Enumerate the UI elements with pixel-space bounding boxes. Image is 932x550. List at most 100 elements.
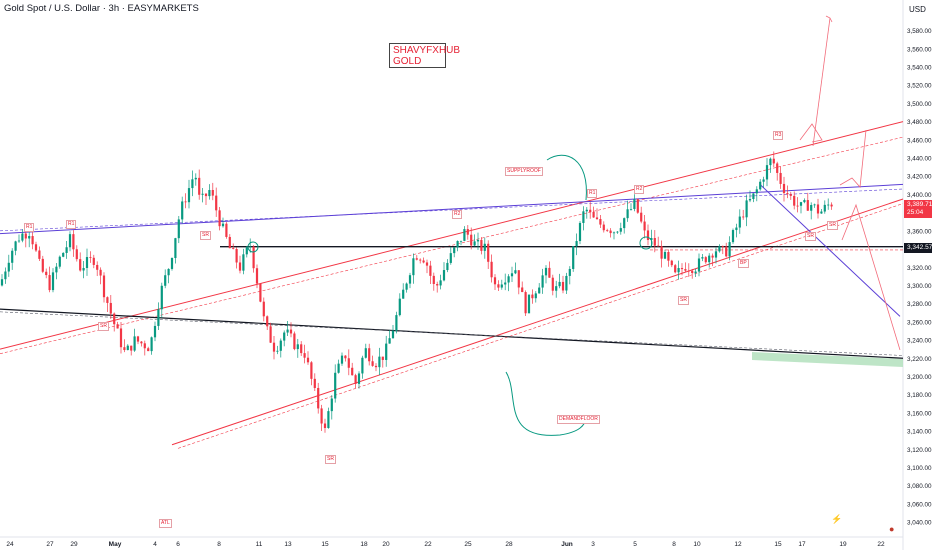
- currency-label[interactable]: USD: [909, 5, 926, 14]
- x-tick-label: 25: [464, 541, 472, 548]
- candle-body: [374, 365, 378, 368]
- candle-body: [116, 324, 119, 329]
- candle-body: [538, 287, 541, 294]
- candle-body: [75, 249, 78, 260]
- candle-body: [259, 283, 262, 302]
- candle-countdown: 25:04: [907, 209, 924, 216]
- candle-body: [238, 262, 242, 271]
- candle-body: [820, 211, 823, 214]
- candle-body: [483, 243, 486, 251]
- candle-body: [806, 200, 809, 211]
- candle-body: [755, 189, 758, 194]
- candle-body: [419, 259, 422, 261]
- price-axis: 3,040.00 3,060.00 3,080.00 3,100.00 3,120.00…: [907, 28, 932, 527]
- candle-body: [174, 238, 177, 259]
- candle-body: [653, 238, 656, 246]
- us-flag-icon[interactable]: ●: [889, 524, 895, 534]
- candle-body: [143, 343, 146, 349]
- candle-body: [531, 294, 534, 299]
- x-tick-label: 28: [505, 541, 513, 548]
- candle-body: [510, 273, 514, 277]
- sr-label-right-2: SR: [827, 221, 838, 230]
- candle-body: [793, 195, 796, 206]
- candle-body: [772, 158, 775, 164]
- candle-body: [674, 265, 677, 273]
- candle-body: [194, 177, 197, 180]
- candle-body: [752, 193, 755, 200]
- candle-body: [24, 233, 27, 239]
- candle-body: [561, 281, 565, 291]
- candle-body: [99, 269, 102, 276]
- candle-body: [711, 255, 714, 258]
- candle-body: [330, 398, 333, 412]
- candle-body: [534, 293, 537, 299]
- trendlines: [0, 121, 904, 449]
- candle-body: [643, 221, 646, 231]
- candle-body: [266, 316, 269, 327]
- candle-body: [211, 190, 214, 196]
- candle-body: [398, 298, 401, 316]
- candle-body: [799, 202, 803, 206]
- candle-body: [813, 204, 816, 206]
- candle-body: [660, 246, 663, 259]
- candle-body: [51, 272, 55, 291]
- candle-body: [619, 228, 622, 232]
- x-tick-label: May: [109, 541, 122, 548]
- y-tick-label: 3,440.00: [907, 156, 932, 163]
- candle-body: [694, 271, 697, 274]
- candle-body: [351, 367, 354, 376]
- candle-body: [480, 239, 483, 251]
- candle-body: [133, 336, 136, 351]
- candle-body: [789, 194, 792, 196]
- note-line-1: SHAVYFXHUB: [393, 45, 461, 56]
- candle-body: [762, 179, 765, 182]
- candle-body: [422, 260, 425, 263]
- lightning-icon[interactable]: ⚡: [831, 514, 843, 524]
- sr-label-may: SR: [200, 231, 211, 240]
- candle-body: [320, 408, 323, 424]
- y-tick-label: 3,280.00: [907, 301, 932, 308]
- candle-body: [582, 211, 585, 223]
- time-axis: 24 27 29 May 4 6 8 11 13 15 18 20 22 25 28 Jun 3 5 8 10 12 15…: [6, 541, 885, 548]
- touch-circle-right: [639, 236, 653, 250]
- candle-body: [79, 259, 82, 271]
- candle-body: [48, 275, 51, 291]
- candle-body: [167, 268, 170, 276]
- y-tick-label: 3,180.00: [907, 392, 932, 399]
- purple-resistance-line: [0, 183, 904, 235]
- y-tick-label: 3,240.00: [907, 338, 932, 345]
- candle-body: [198, 177, 201, 195]
- y-tick-label: 3,360.00: [907, 228, 932, 235]
- x-tick-label: 12: [734, 541, 742, 548]
- candle-body: [748, 199, 752, 201]
- x-tick-label: 13: [284, 541, 292, 548]
- candle-body: [245, 247, 248, 255]
- candle-body: [55, 266, 58, 273]
- candle-body: [126, 345, 129, 351]
- candle-body: [164, 275, 167, 286]
- x-tick-label: 11: [256, 541, 263, 548]
- candle-body: [364, 348, 367, 358]
- x-tick-label: 29: [70, 541, 78, 548]
- candle-body: [697, 258, 701, 272]
- candle-body: [657, 245, 660, 247]
- y-tick-label: 3,100.00: [907, 465, 932, 472]
- candle-body: [497, 284, 500, 288]
- y-tick-label: 3,320.00: [907, 265, 932, 272]
- candle-body: [585, 209, 588, 212]
- candle-body: [31, 236, 34, 245]
- candle-body: [136, 336, 140, 342]
- candle-body: [313, 378, 316, 388]
- candle-body: [225, 223, 228, 237]
- candle-body: [323, 423, 327, 428]
- candle-body: [589, 209, 592, 213]
- candle-body: [738, 216, 741, 228]
- r-label-far-left: R1: [24, 223, 35, 232]
- candle-body: [521, 287, 524, 293]
- candle-body: [823, 204, 826, 212]
- candle-body: [565, 275, 568, 291]
- y-tick-label: 3,200.00: [907, 374, 932, 381]
- upper-ascending-trendline: [0, 121, 904, 350]
- candle-body: [470, 234, 473, 246]
